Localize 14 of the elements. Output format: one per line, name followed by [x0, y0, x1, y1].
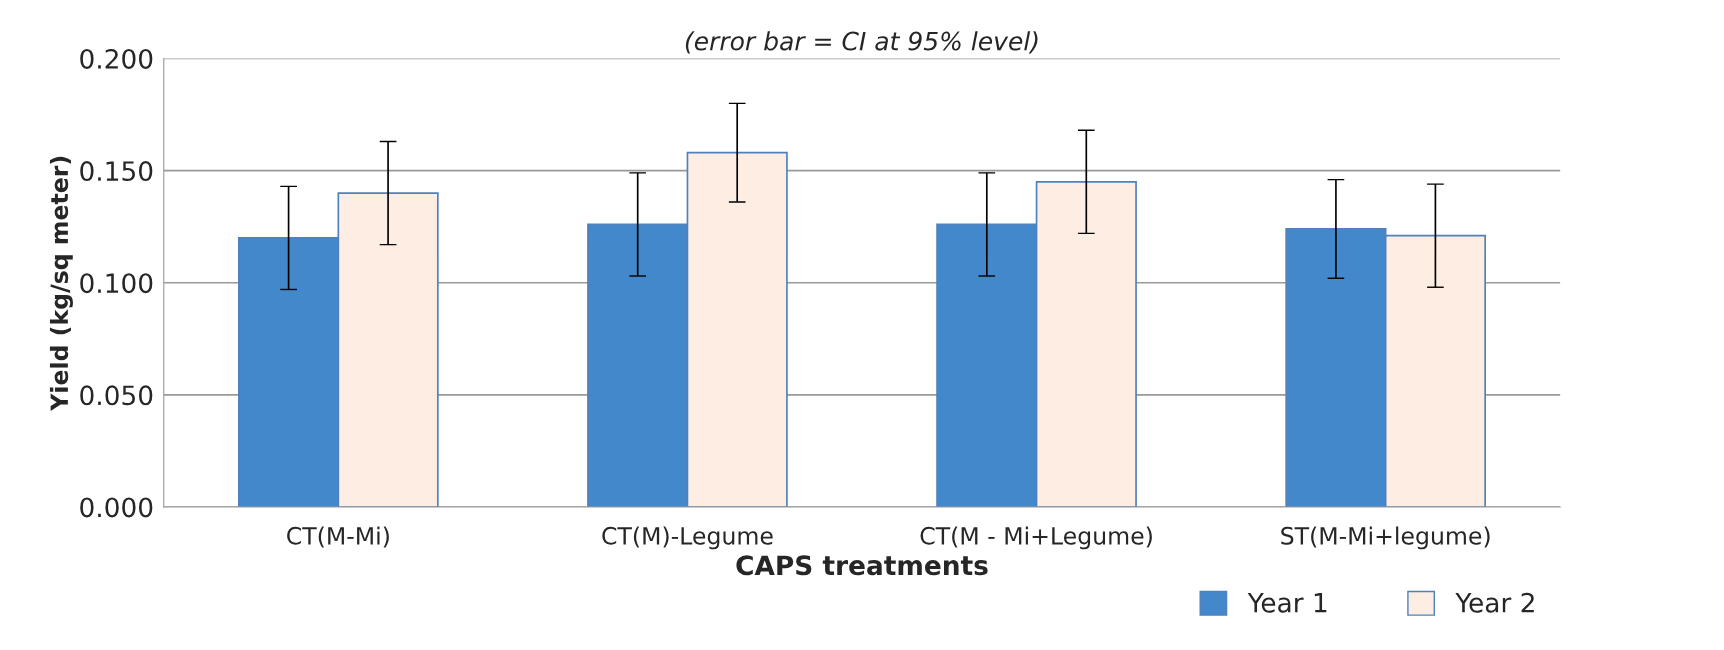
x-tick-label: CT(M-Mi) — [287, 526, 389, 548]
x-tick-label: ST(M-Mi+legume) — [1281, 526, 1490, 550]
x-axis-title: CAPS treatments — [736, 555, 988, 576]
chart-subtitle: (error bar = CI at 95% level) — [685, 31, 1038, 54]
y-tick-label: 0.050 — [80, 385, 153, 406]
y-tick-label: 0.100 — [80, 273, 153, 294]
y-tick-label: 0.150 — [80, 161, 153, 182]
y-axis-title: Yield (kg/sq meter) — [49, 156, 73, 411]
x-tick-label: CT(M - Mi+Legume) — [920, 526, 1152, 550]
x-tick-label: CT(M)-Legume — [602, 526, 773, 550]
y-tick-label: 0.000 — [80, 497, 153, 518]
legend-label: Year 2 — [1455, 592, 1534, 613]
legend-label: Year 1 — [1247, 593, 1327, 613]
y-tick-label: 0.200 — [80, 48, 153, 69]
